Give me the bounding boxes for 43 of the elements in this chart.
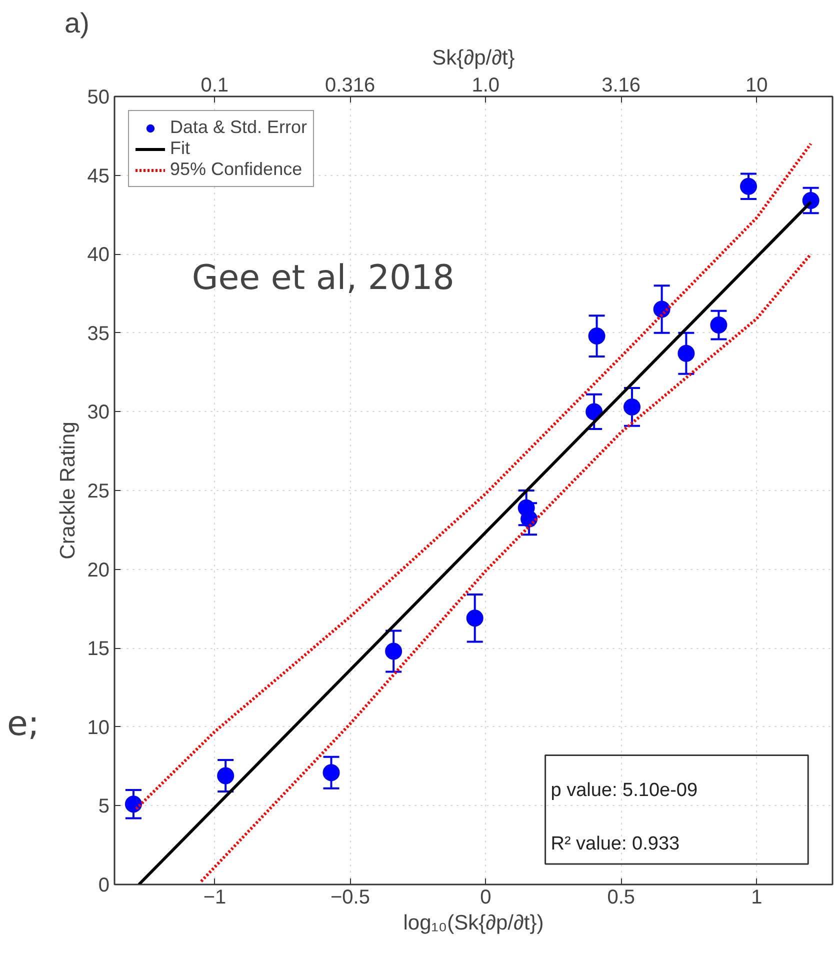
x-tick-label: −1 [203,886,226,908]
y-tick-label: 35 [87,322,110,345]
legend-label: Data & Std. Error [170,117,308,138]
x2-axis-title: Sk{∂p/∂t} [432,46,515,70]
x2-tick-label: 0.316 [325,74,376,96]
point [588,328,606,345]
annotation: R² value: 0.933 [550,834,680,855]
y-tick-label: 25 [87,480,110,502]
x-tick-label: 0 [480,886,492,908]
y-tick-label: 5 [98,796,110,818]
x-tick-label: −0.5 [330,886,370,908]
point [586,403,603,420]
annotation: Gee et al, 2018 [192,258,454,298]
point [710,316,728,334]
point [624,398,640,416]
y-axis-title: Crackle Rating [56,422,80,560]
x2-tick-label: 3.16 [602,74,641,96]
point [322,764,340,782]
y-tick-label: 10 [87,716,110,739]
point [520,510,538,528]
point [217,767,234,784]
text: e; [7,703,40,746]
y-tick-label: 40 [87,244,110,266]
annotation: p value: 5.10e-09 [550,780,698,801]
x2-tick-label: 10 [746,74,768,96]
legend-label: 95% Confidence [170,159,302,180]
point [385,642,402,660]
chart-title: a) [64,8,90,38]
x-axis-title: log₁₀(Sk{∂p/∂t}) [403,912,544,934]
y-tick-label: 15 [87,638,110,660]
x-tick-label: 1 [751,886,762,908]
point [740,178,758,195]
legend-label: Fit [170,138,190,159]
x-tick-label: 0.5 [607,886,636,908]
point [124,796,142,813]
y-tick-label: 20 [87,559,110,582]
x2-tick-label: 1.0 [472,74,500,96]
x2-tick-label: 0.1 [200,74,229,96]
y-tick-label: 30 [87,402,110,424]
y-tick-label: 50 [87,86,110,108]
point [466,610,484,627]
point [678,344,695,362]
y-tick-label: 45 [87,165,110,188]
